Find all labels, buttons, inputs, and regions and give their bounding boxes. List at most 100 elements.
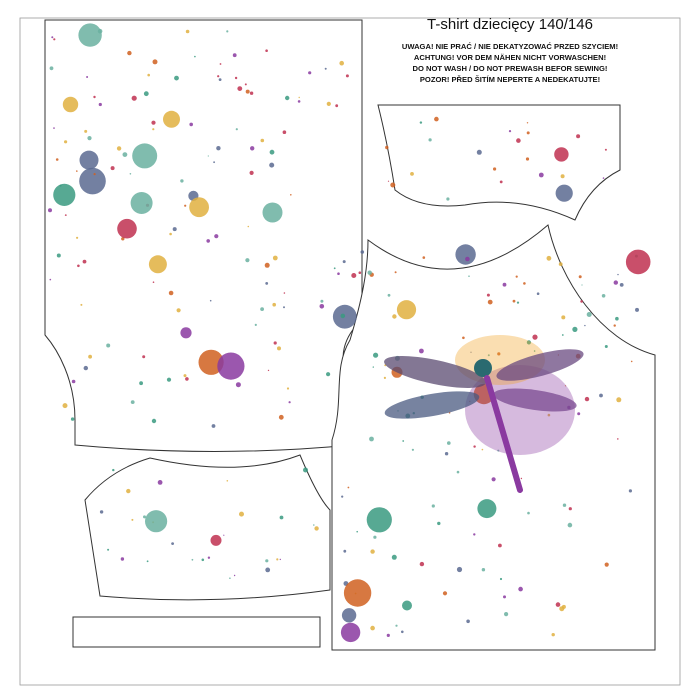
splatter xyxy=(526,340,532,345)
splatter xyxy=(491,477,496,482)
splatter xyxy=(249,91,254,95)
splatter xyxy=(602,177,605,179)
splatter xyxy=(163,110,180,128)
splatter xyxy=(343,549,347,553)
splatter xyxy=(146,560,149,563)
splatter xyxy=(56,253,61,258)
splatter xyxy=(298,96,300,99)
splatter xyxy=(76,236,79,239)
splatter xyxy=(148,255,167,274)
splatter xyxy=(497,352,501,356)
splatter xyxy=(130,400,135,404)
splatter xyxy=(235,382,241,388)
splatter xyxy=(314,526,319,531)
splatter xyxy=(561,604,566,609)
splatter xyxy=(401,630,404,634)
splatter xyxy=(536,292,540,296)
splatter xyxy=(226,30,229,33)
dragonfly xyxy=(384,335,584,493)
splatter xyxy=(166,377,172,382)
splatter xyxy=(558,262,563,266)
splatter xyxy=(345,74,349,78)
splatter xyxy=(247,225,250,228)
splatter xyxy=(326,372,331,377)
splatter xyxy=(79,150,99,170)
splatter xyxy=(578,275,582,279)
splatter xyxy=(223,534,225,536)
splatter xyxy=(326,101,331,106)
splatter xyxy=(53,38,56,41)
splatter xyxy=(98,102,102,107)
splatter xyxy=(303,467,308,473)
splatter xyxy=(516,138,521,143)
splatter xyxy=(387,180,390,182)
splatter xyxy=(561,334,564,336)
splatter xyxy=(189,197,210,218)
splatter xyxy=(497,449,500,452)
splatter xyxy=(55,158,59,161)
splatter xyxy=(358,271,362,275)
splatter xyxy=(360,250,365,254)
splatter xyxy=(341,608,357,623)
splatter xyxy=(126,488,131,494)
splatter xyxy=(265,282,269,285)
splatter xyxy=(504,612,509,617)
splatter xyxy=(250,146,255,151)
splatter xyxy=(468,275,470,278)
splatter xyxy=(127,50,132,56)
sleeve-bottom xyxy=(84,454,331,601)
panel-title: T-shirt dziecięcy 140/146 xyxy=(427,16,593,33)
splatter xyxy=(229,577,231,579)
splatter xyxy=(391,554,397,560)
splatter xyxy=(601,294,606,298)
splatter xyxy=(560,174,565,179)
splatter xyxy=(260,307,264,311)
splatter xyxy=(502,282,507,287)
splatter xyxy=(180,327,192,339)
splatter xyxy=(64,140,68,144)
splatter xyxy=(172,227,177,232)
splatter xyxy=(79,167,106,195)
splatter xyxy=(555,184,573,202)
splatter xyxy=(237,86,243,91)
splatter xyxy=(470,351,472,353)
splatter xyxy=(273,341,277,345)
splatter xyxy=(117,218,137,239)
splatter xyxy=(59,184,62,187)
splatter xyxy=(337,272,340,276)
splatter xyxy=(340,313,346,319)
splatter xyxy=(319,304,325,309)
splatter xyxy=(49,278,52,281)
splatter xyxy=(142,355,146,359)
splatter xyxy=(562,503,567,507)
splatter xyxy=(272,302,277,307)
splatter xyxy=(185,29,190,34)
splatter xyxy=(132,143,158,169)
splatter xyxy=(538,172,544,178)
splatter xyxy=(394,271,397,274)
splatter xyxy=(523,282,526,285)
splatter xyxy=(245,89,250,94)
splatter xyxy=(577,412,581,416)
splatter xyxy=(288,401,291,404)
splatter xyxy=(232,53,237,58)
splatter xyxy=(269,149,275,155)
splatter xyxy=(604,562,609,567)
splatter xyxy=(366,507,392,533)
splatter xyxy=(635,307,639,312)
splatter xyxy=(586,312,592,317)
splatter xyxy=(290,194,292,196)
splatter xyxy=(285,95,290,101)
splatter xyxy=(171,542,175,545)
paint-splatters xyxy=(48,23,651,643)
splatter xyxy=(107,548,110,551)
splatter xyxy=(370,625,375,631)
splatter xyxy=(286,387,290,390)
splatter xyxy=(152,281,155,284)
splatter xyxy=(207,155,209,157)
splatter xyxy=(260,138,265,143)
splatter xyxy=(245,258,250,263)
warning-line: DO NOT WASH / DO NOT PREWASH BEFOR SEWIN… xyxy=(413,64,608,73)
splatter xyxy=(183,374,187,378)
splatter xyxy=(446,197,450,201)
